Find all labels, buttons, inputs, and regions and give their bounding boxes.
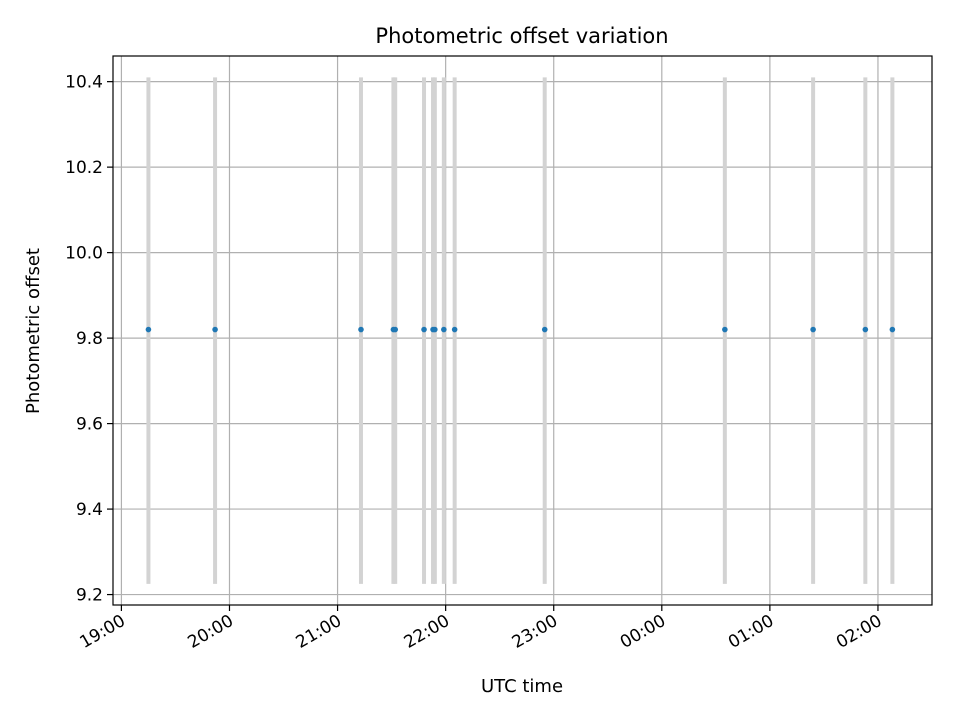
y-tick-label: 10.0 bbox=[65, 244, 103, 264]
data-point bbox=[421, 326, 427, 333]
y-tick-label: 10.4 bbox=[65, 73, 103, 93]
plot-area-frame bbox=[112, 55, 933, 606]
y-tick-label: 9.8 bbox=[76, 329, 103, 349]
data-point bbox=[541, 326, 548, 333]
y-tick-label: 10.2 bbox=[65, 158, 103, 178]
data-point bbox=[451, 326, 458, 333]
data-point bbox=[212, 326, 218, 333]
data-point bbox=[722, 326, 728, 333]
y-tick-label: 9.6 bbox=[76, 415, 103, 435]
data-points bbox=[145, 326, 896, 333]
data-point bbox=[358, 326, 364, 333]
y-axis-label: Photometric offset bbox=[23, 248, 44, 414]
data-point bbox=[441, 326, 447, 333]
y-axis-ticks: 9.2 9.4 9.6 9.8 10.0 10.2 10.4 bbox=[65, 73, 113, 606]
data-point bbox=[862, 326, 869, 333]
chart-title: Photometric offset variation bbox=[375, 24, 668, 48]
data-point bbox=[810, 326, 816, 333]
data-point bbox=[889, 326, 896, 333]
data-point bbox=[432, 326, 438, 333]
data-point bbox=[392, 326, 399, 333]
y-tick-label: 9.4 bbox=[76, 500, 103, 520]
data-point bbox=[145, 326, 152, 333]
y-tick-label: 9.2 bbox=[76, 586, 103, 606]
grid-lines bbox=[113, 56, 932, 605]
x-axis-label: UTC time bbox=[481, 676, 563, 697]
